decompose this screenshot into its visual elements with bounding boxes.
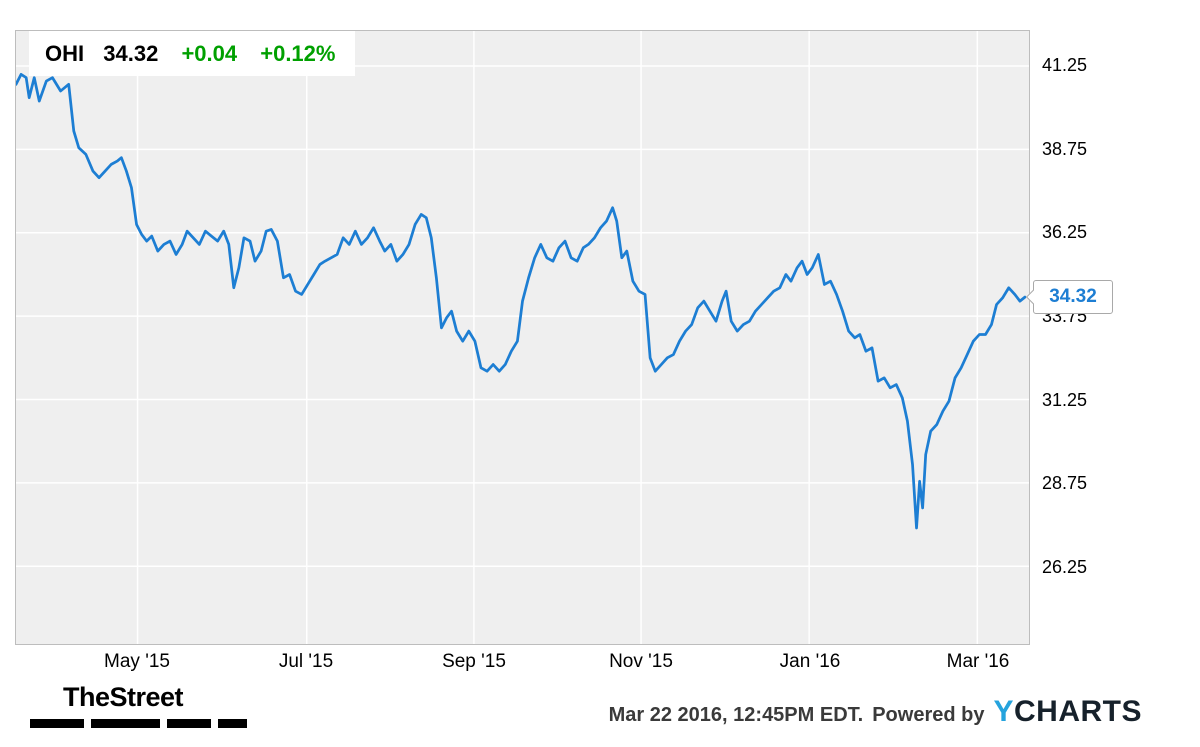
x-axis-label: May '15	[104, 651, 170, 672]
logo-bar	[91, 719, 160, 728]
x-axis-label: Jan '16	[779, 651, 841, 672]
plot-area: OHI 34.32 +0.04 +0.12%	[15, 30, 1030, 645]
footer: TheStreet Mar 22 2016, 12:45PM EDT. Powe…	[0, 672, 1200, 747]
x-axis-label: Mar '16	[946, 651, 1010, 672]
logo-bar	[167, 719, 211, 728]
current-price-flag: 34.32	[1025, 280, 1113, 314]
x-axis-label: Sep '15	[442, 651, 506, 672]
flag-price-label: 34.32	[1049, 286, 1097, 307]
last-price: 34.32	[103, 41, 159, 66]
thestreet-logo-bars-icon	[30, 719, 250, 728]
ticker-symbol: OHI	[45, 41, 85, 66]
x-axis-label: Nov '15	[609, 651, 673, 672]
chart-attribution: Mar 22 2016, 12:45PM EDT. Powered by YCH…	[609, 695, 1142, 729]
y-axis-label: 41.25	[1042, 55, 1088, 75]
ycharts-logo-y: Y	[993, 695, 1014, 728]
y-axis-label: 28.75	[1042, 473, 1088, 493]
thestreet-logo: TheStreet	[30, 682, 250, 728]
x-axis-label: Jul '15	[278, 651, 334, 672]
powered-by-label: Powered by	[872, 704, 985, 726]
price-change-percent: +0.12%	[260, 41, 336, 66]
logo-bar	[218, 719, 247, 728]
ycharts-logo-rest: CHARTS	[1014, 695, 1142, 728]
logo-bar	[30, 719, 84, 728]
y-axis-label: 26.25	[1042, 557, 1088, 577]
chart-legend: OHI 34.32 +0.04 +0.12%	[29, 31, 356, 76]
y-axis-label: 38.75	[1042, 139, 1088, 159]
thestreet-wordmark: TheStreet	[63, 682, 184, 712]
y-axis-label: 31.25	[1042, 390, 1088, 410]
y-axis-label: 36.25	[1042, 222, 1088, 242]
ycharts-logo: YCHARTS	[993, 695, 1142, 729]
price-line-chart	[16, 31, 1029, 644]
price-change: +0.04	[181, 41, 238, 66]
timestamp: Mar 22 2016, 12:45PM EDT.	[608, 704, 864, 726]
